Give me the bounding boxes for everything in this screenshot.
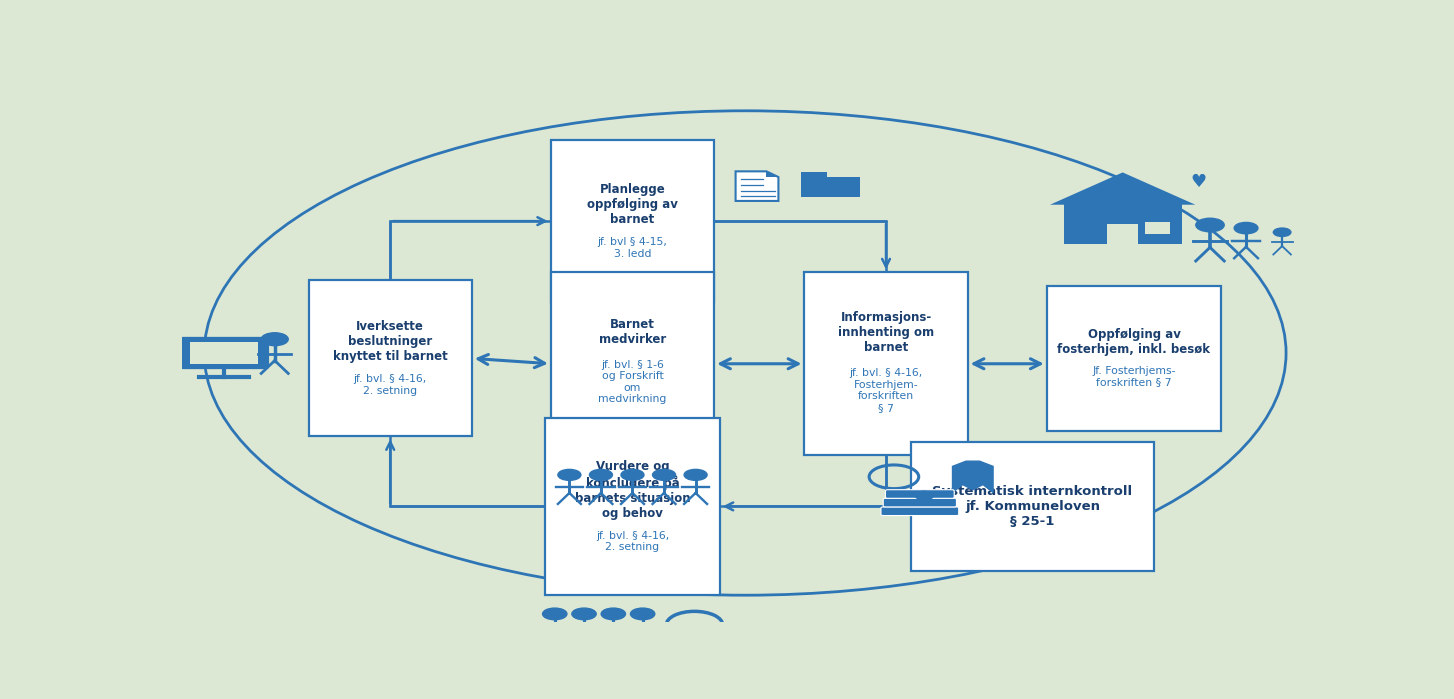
FancyBboxPatch shape (308, 280, 473, 436)
FancyBboxPatch shape (179, 337, 269, 369)
Circle shape (589, 470, 612, 480)
Text: Informasjons-
innhenting om
barnet: Informasjons- innhenting om barnet (838, 310, 933, 354)
Text: Planlegge
oppfølging av
barnet: Planlegge oppfølging av barnet (587, 183, 678, 226)
Text: jf. bvl. § 4-16,
2. setning: jf. bvl. § 4-16, 2. setning (596, 531, 669, 552)
Polygon shape (736, 171, 778, 201)
Circle shape (1234, 222, 1258, 233)
Text: jf. bvl. § 4-16,
2. setning: jf. bvl. § 4-16, 2. setning (353, 374, 427, 396)
Polygon shape (952, 461, 993, 492)
FancyBboxPatch shape (1106, 224, 1138, 244)
Text: ♥: ♥ (1191, 173, 1207, 191)
FancyBboxPatch shape (804, 273, 968, 455)
Text: Jf. Fosterhjems-
forskriften § 7: Jf. Fosterhjems- forskriften § 7 (1092, 366, 1176, 387)
Circle shape (1195, 218, 1224, 232)
Circle shape (683, 470, 707, 480)
FancyBboxPatch shape (1047, 286, 1221, 431)
Text: jf. bvl § 4-15,
3. ledd: jf. bvl § 4-15, 3. ledd (598, 237, 667, 259)
FancyBboxPatch shape (545, 417, 720, 596)
Circle shape (262, 333, 288, 346)
FancyBboxPatch shape (883, 498, 957, 507)
Text: jf. bvl. § 4-16,
Fosterhjem-
forskriften
§ 7: jf. bvl. § 4-16, Fosterhjem- forskriften… (849, 368, 923, 413)
FancyBboxPatch shape (1146, 222, 1170, 233)
Circle shape (916, 491, 933, 500)
Ellipse shape (204, 111, 1287, 596)
Polygon shape (766, 171, 778, 177)
FancyBboxPatch shape (551, 273, 714, 455)
FancyBboxPatch shape (190, 343, 257, 363)
FancyBboxPatch shape (801, 177, 859, 197)
Text: jf. bvl. § 1-6
og Forskrift
om
medvirkning: jf. bvl. § 1-6 og Forskrift om medvirkni… (598, 360, 667, 405)
FancyBboxPatch shape (912, 442, 1153, 571)
Circle shape (571, 608, 596, 620)
FancyBboxPatch shape (801, 172, 827, 178)
Text: Iverksette
beslutninger
knyttet til barnet: Iverksette beslutninger knyttet til barn… (333, 320, 448, 363)
Circle shape (631, 608, 654, 620)
Circle shape (653, 470, 676, 480)
FancyBboxPatch shape (881, 507, 958, 516)
Text: Vurdere og
koncludere på
barnets situasjon
og behov: Vurdere og koncludere på barnets situasj… (574, 460, 691, 519)
Text: Barnet
medvirker: Barnet medvirker (599, 318, 666, 346)
Polygon shape (1050, 173, 1195, 205)
FancyBboxPatch shape (885, 490, 954, 498)
Text: Systematisk internkontroll
jf. Kommuneloven
§ 25-1: Systematisk internkontroll jf. Kommunelo… (932, 485, 1133, 528)
Circle shape (542, 608, 567, 620)
Circle shape (621, 470, 644, 480)
Circle shape (558, 470, 582, 480)
FancyBboxPatch shape (551, 140, 714, 302)
Circle shape (601, 608, 625, 620)
Text: Oppfølging av
fosterhjem, inkl. besøk: Oppfølging av fosterhjem, inkl. besøk (1057, 328, 1210, 356)
FancyBboxPatch shape (1063, 203, 1182, 244)
Circle shape (1274, 228, 1291, 236)
